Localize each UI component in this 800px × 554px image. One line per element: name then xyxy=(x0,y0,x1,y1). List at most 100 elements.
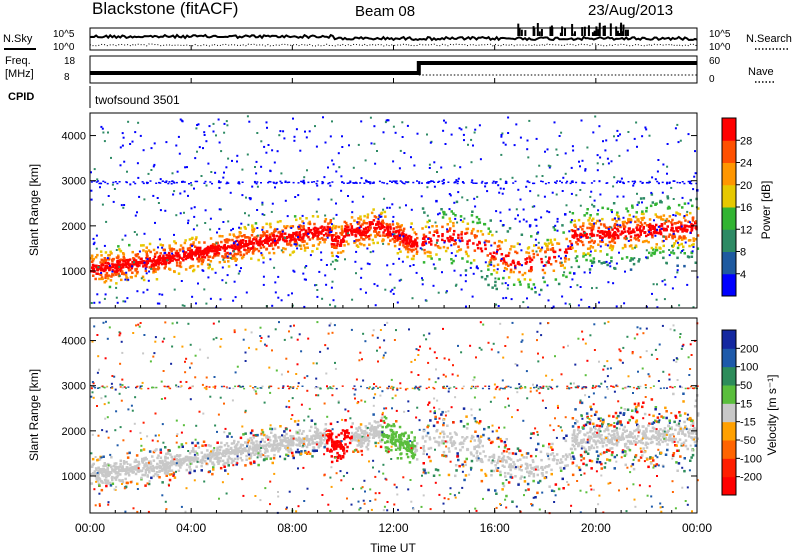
power-point xyxy=(687,225,690,228)
power-point xyxy=(178,254,181,257)
power-point xyxy=(386,264,389,267)
power-point xyxy=(280,172,283,175)
velocity-point xyxy=(665,410,668,413)
power-point xyxy=(460,230,464,234)
power-point xyxy=(334,226,337,230)
velocity-point xyxy=(377,424,380,427)
power-point xyxy=(203,241,206,244)
velocity-point xyxy=(429,419,432,422)
power-point xyxy=(567,247,570,250)
power-point xyxy=(528,255,531,258)
velocity-point xyxy=(452,440,456,443)
velocity-point xyxy=(105,476,108,479)
power-point xyxy=(159,178,162,181)
velocity-point xyxy=(164,459,167,462)
velocity-point xyxy=(523,480,527,483)
velocity-point xyxy=(136,482,139,486)
power-point xyxy=(616,180,619,182)
power-point xyxy=(106,182,109,185)
power-point xyxy=(504,182,507,184)
velocity-point xyxy=(209,459,212,463)
power-point xyxy=(197,249,200,252)
velocity-point xyxy=(446,424,449,427)
velocity-point xyxy=(463,460,467,463)
velocity-point xyxy=(448,450,451,453)
power-point xyxy=(195,127,198,130)
power-point xyxy=(495,252,498,255)
velocity-point xyxy=(245,454,248,458)
velocity-point xyxy=(101,473,105,477)
power-point xyxy=(318,241,322,244)
power-point xyxy=(392,125,395,128)
power-point xyxy=(421,248,424,251)
power-point xyxy=(522,208,525,211)
power-point xyxy=(344,225,347,228)
power-point xyxy=(405,204,407,207)
power-point xyxy=(681,227,684,231)
power-point xyxy=(520,233,524,236)
power-point xyxy=(577,218,581,222)
power-point xyxy=(373,283,376,286)
power-point xyxy=(574,225,577,228)
velocity-point xyxy=(252,449,256,452)
velocity-point xyxy=(295,450,298,454)
power-point xyxy=(447,181,450,183)
power-point xyxy=(370,222,373,225)
velocity-point xyxy=(600,437,603,440)
power-point xyxy=(313,222,316,226)
power-point xyxy=(605,139,608,142)
power-point xyxy=(441,216,445,219)
power-point xyxy=(367,235,371,238)
power-point xyxy=(227,265,231,268)
power-point xyxy=(561,295,564,298)
power-point xyxy=(534,291,537,294)
power-point xyxy=(393,286,396,289)
velocity-point xyxy=(136,469,139,473)
power-point xyxy=(671,287,674,290)
velocity-point xyxy=(464,463,467,467)
power-point xyxy=(648,230,651,233)
power-point xyxy=(331,260,334,263)
velocity-point xyxy=(619,411,622,415)
power-point xyxy=(561,224,564,227)
power-point xyxy=(680,224,683,227)
power-point xyxy=(308,222,312,226)
velocity-point xyxy=(571,417,575,420)
velocity-point xyxy=(201,461,204,465)
power-point xyxy=(642,216,646,220)
power-point xyxy=(573,234,576,237)
power-point xyxy=(526,257,529,260)
power-point xyxy=(388,206,391,209)
power-point xyxy=(214,171,217,174)
power-point xyxy=(566,180,569,183)
power-point xyxy=(392,180,395,182)
power-point xyxy=(380,215,383,218)
velocity-point xyxy=(186,463,189,466)
velocity-point xyxy=(152,459,156,462)
power-point xyxy=(150,147,153,150)
power-point xyxy=(222,258,225,261)
velocity-point xyxy=(511,452,515,455)
velocity-point xyxy=(384,446,388,449)
velocity-point xyxy=(526,470,529,474)
velocity-point xyxy=(111,482,115,485)
power-point xyxy=(684,229,687,232)
power-point xyxy=(603,223,606,226)
power-point xyxy=(471,179,474,182)
power-point xyxy=(141,181,144,183)
power-point xyxy=(366,216,369,219)
power-point xyxy=(329,233,332,237)
power-point xyxy=(647,229,651,232)
velocity-point xyxy=(181,445,184,448)
velocity-point xyxy=(655,431,658,434)
power-point xyxy=(223,122,226,125)
power-point xyxy=(374,230,378,233)
velocity-point xyxy=(413,447,417,450)
power-point xyxy=(373,226,376,230)
velocity-point xyxy=(204,444,207,447)
power-point xyxy=(546,210,549,213)
power-point xyxy=(163,249,166,252)
power-point xyxy=(232,233,235,236)
velocity-point xyxy=(650,435,654,439)
power-point xyxy=(583,233,586,237)
